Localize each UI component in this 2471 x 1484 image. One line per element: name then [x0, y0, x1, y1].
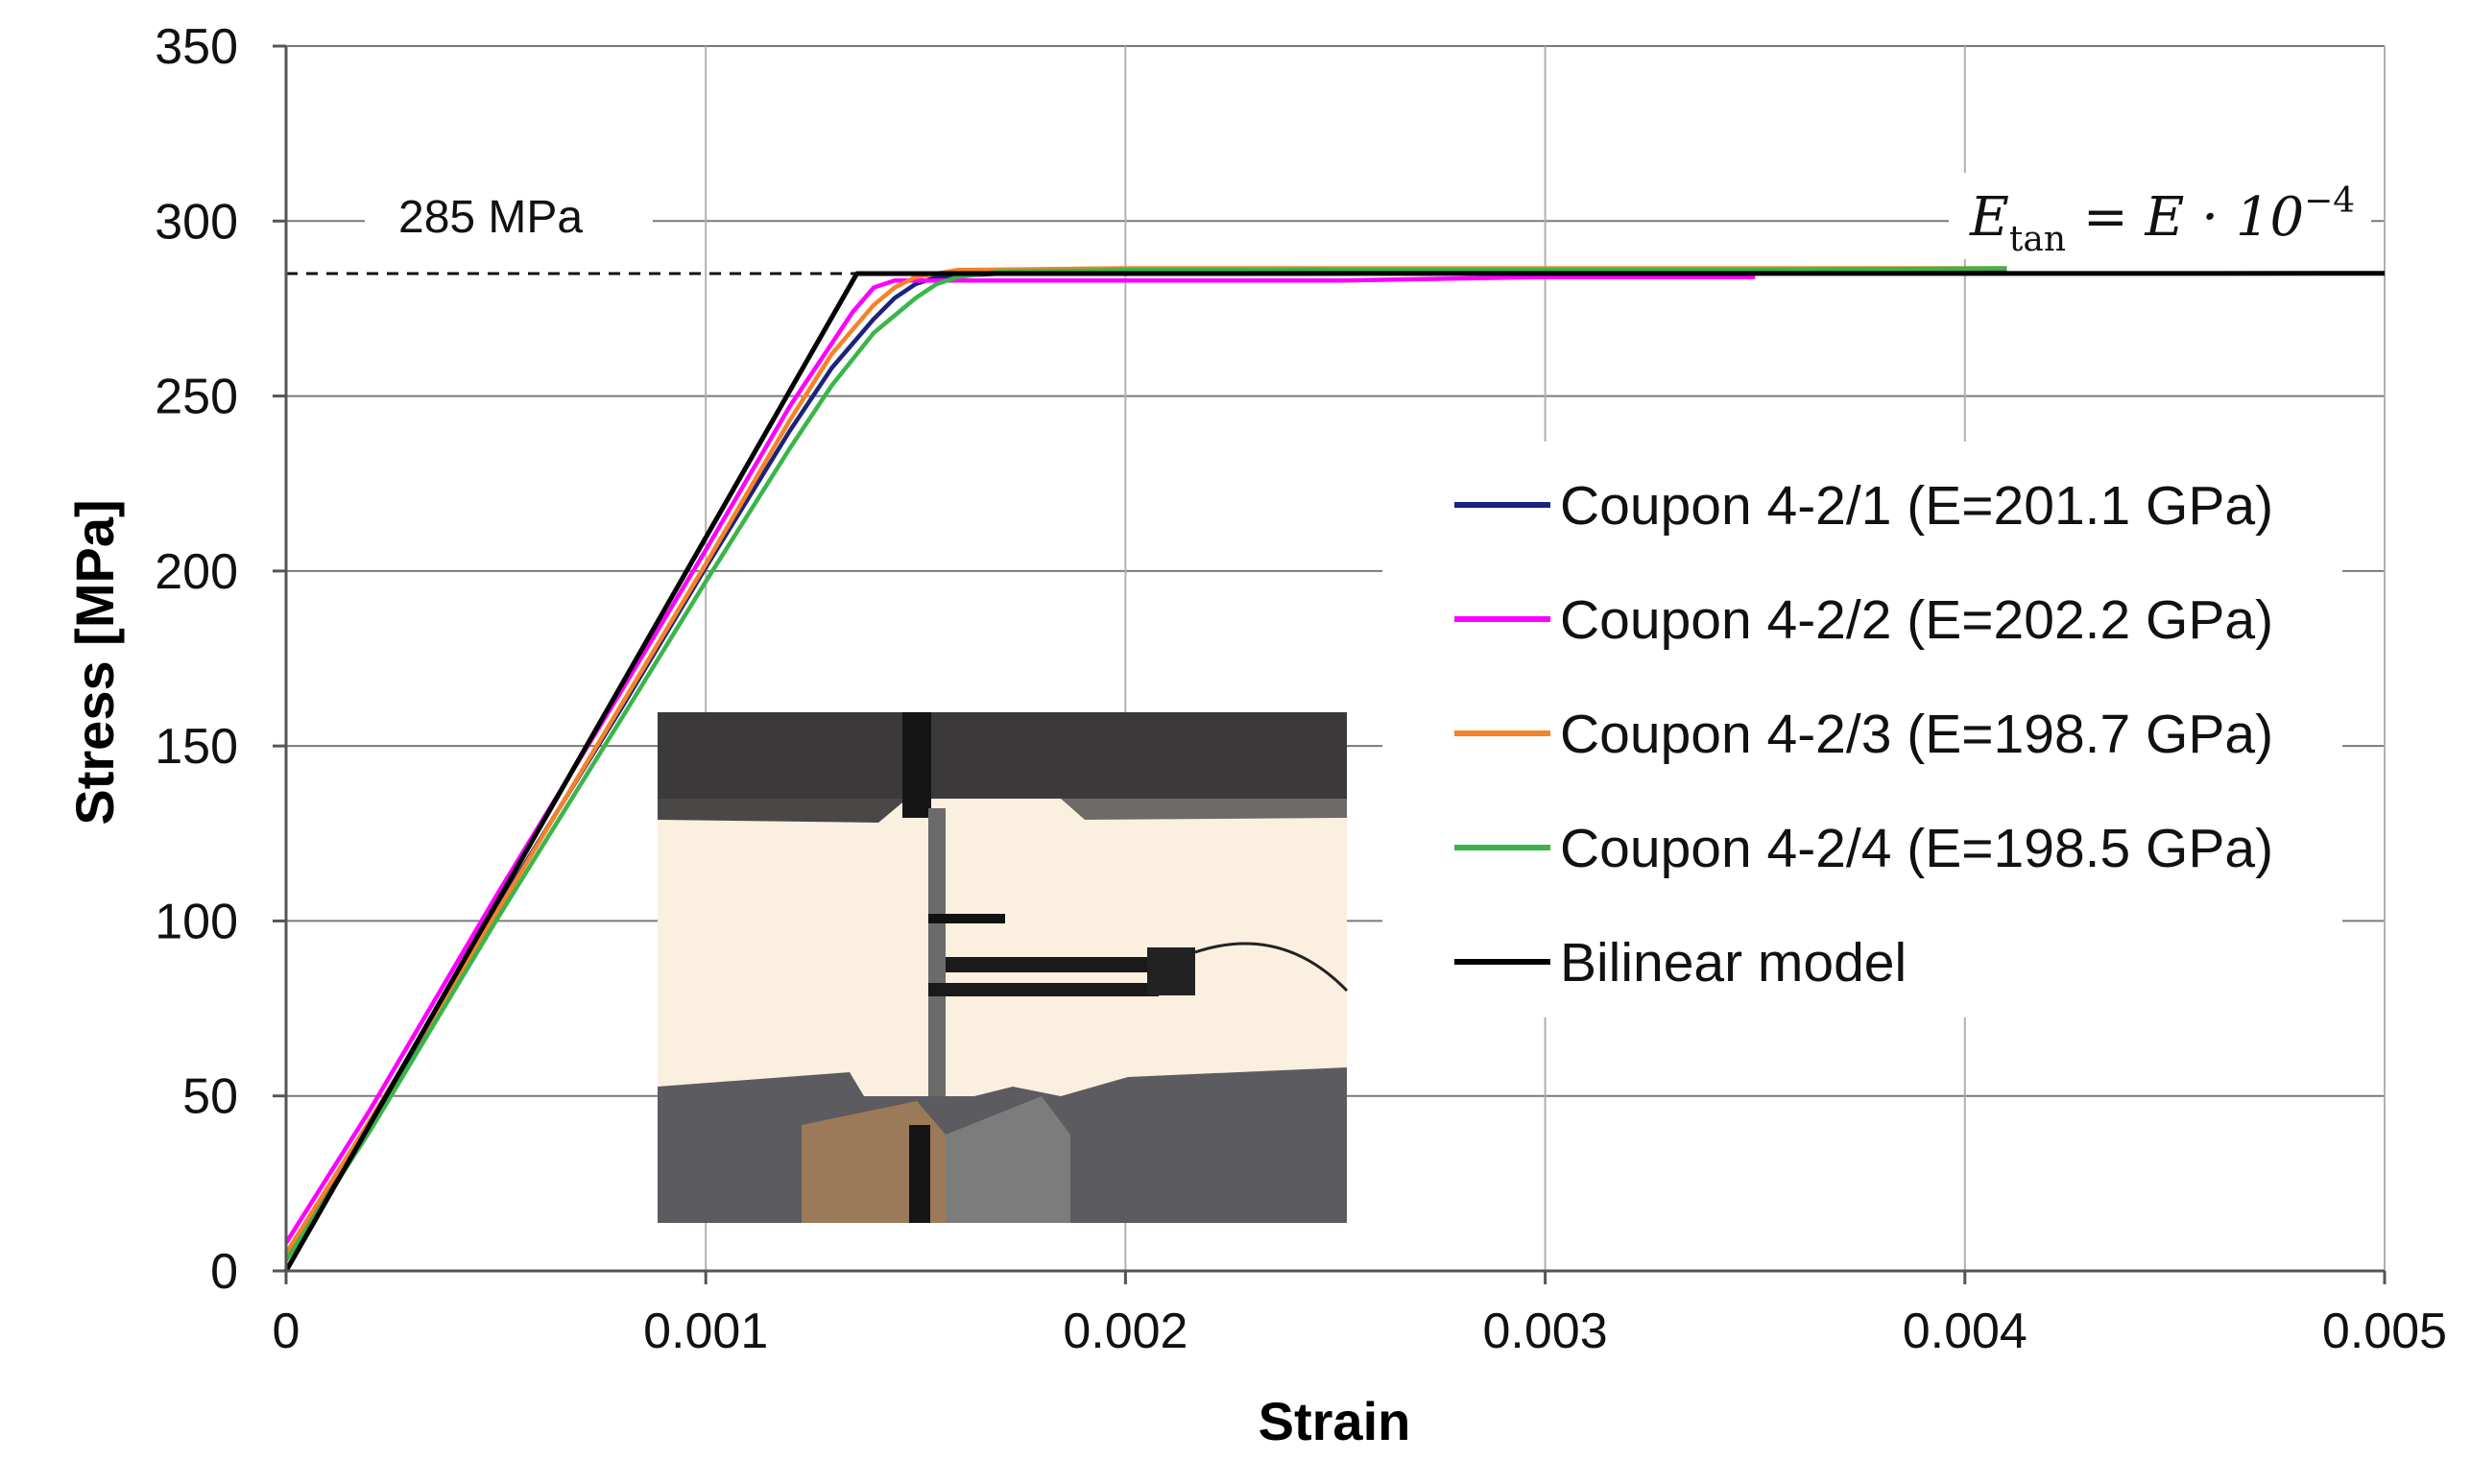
upper-jaw-gap: [902, 712, 931, 818]
formula-exponent: −4: [2304, 181, 2355, 221]
y-tick-label-7: 350: [155, 19, 238, 75]
x-tick-label-1: 0.001: [643, 1304, 768, 1359]
formula-lhs: E: [1969, 186, 2009, 249]
y-tick-label-6: 300: [155, 194, 238, 250]
lower-jaw-gap: [909, 1125, 930, 1223]
tangent-modulus-formula: Etan = E · 10−4: [1969, 181, 2355, 259]
yield-label: 285 MPa: [398, 192, 583, 243]
extensometer-cable: [1194, 942, 1349, 993]
formula-rhs: E · 10: [2145, 186, 2305, 249]
legend-label-3: Coupon 4-2/4 (E=198.5 GPa): [1560, 818, 2273, 879]
series-line-3: [284, 266, 2007, 1262]
tick-labels: 0 50 100 150 200 250 300 350 0 0.001 0.002 0.003 0.0…: [155, 19, 2447, 1359]
upper-grip: [658, 712, 1347, 799]
extensometer-body: [1147, 947, 1195, 995]
legend-box: [1382, 442, 2342, 1017]
formula-background: [1949, 173, 2371, 259]
x-tick-label-5: 0.005: [2322, 1304, 2447, 1359]
axes: [273, 44, 2387, 1284]
y-tick-label-3: 150: [155, 719, 238, 775]
upper-grip-edge-right: [1061, 799, 1347, 820]
series-lines: [283, 266, 2386, 1273]
tensile-test-photo-inset: [658, 712, 1349, 1223]
legend-background: [1382, 442, 2342, 1017]
extensometer-arm-top: [928, 914, 1005, 923]
y-tick-label-4: 200: [155, 544, 238, 600]
x-tick-label-3: 0.003: [1483, 1304, 1608, 1359]
upper-grip-edge-left: [658, 799, 907, 823]
lower-grip-right: [946, 1096, 1070, 1223]
y-axis-title: Stress [MPa]: [64, 499, 125, 825]
yield-label-background: [365, 182, 653, 250]
legend-label-1: Coupon 4-2/2 (E=202.2 GPa): [1560, 589, 2273, 651]
extensometer-bar-lower: [928, 983, 1159, 996]
y-tick-label-2: 100: [155, 894, 238, 949]
y-tick-label-5: 250: [155, 370, 238, 425]
legend-label-2: Coupon 4-2/3 (E=198.7 GPa): [1560, 704, 2273, 765]
extensometer-bar: [946, 957, 1176, 972]
legend-label-4: Bilinear model: [1560, 932, 1907, 993]
y-tick-label-0: 0: [210, 1244, 238, 1300]
formula-equals: =: [2066, 186, 2146, 249]
x-tick-label-2: 0.002: [1063, 1304, 1188, 1359]
legend: Coupon 4-2/1 (E=201.1 GPa) Coupon 4-2/2 (…: [1454, 475, 2273, 993]
formula-subscript: tan: [2009, 220, 2066, 259]
series-line-4: [283, 271, 2386, 1273]
x-tick-label-4: 0.004: [1903, 1304, 2027, 1359]
x-tick-label-0: 0: [273, 1304, 300, 1359]
x-axis-title: Strain: [1259, 1391, 1411, 1451]
legend-label-0: Coupon 4-2/1 (E=201.1 GPa): [1560, 475, 2273, 537]
annotations: 285 MPa Etan = E · 10−4: [365, 173, 2371, 259]
y-tick-label-1: 50: [182, 1069, 238, 1125]
